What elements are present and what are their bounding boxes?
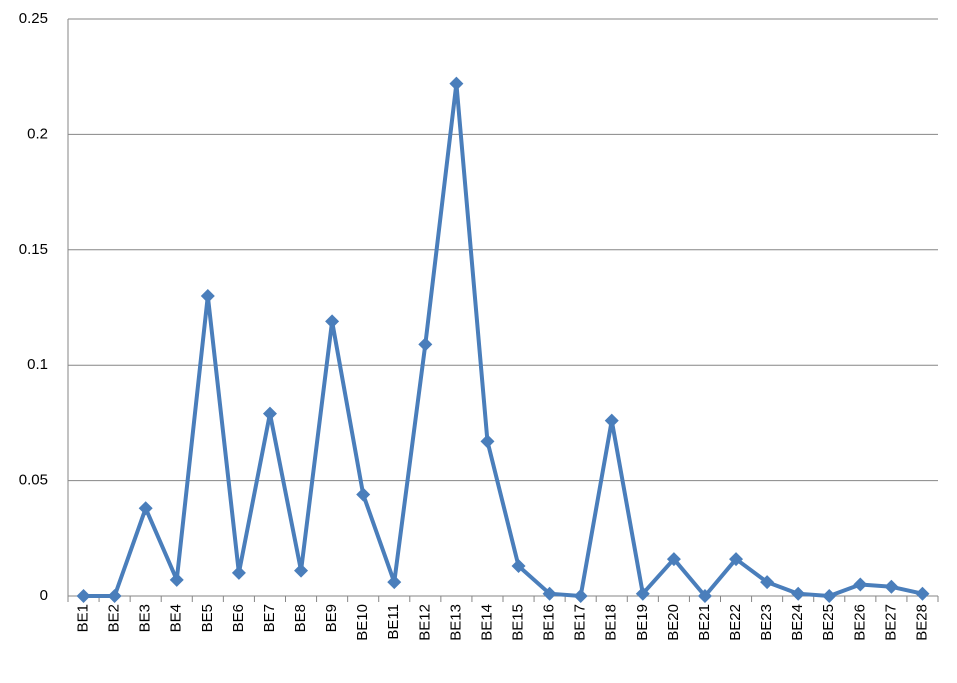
x-tick-label: BE9	[323, 604, 340, 632]
marker	[169, 572, 184, 587]
marker	[666, 552, 681, 567]
marker	[853, 577, 868, 592]
x-tick-label: BE6	[230, 604, 247, 632]
x-tick-label: BE2	[106, 604, 123, 632]
y-tick-label: 0.15	[19, 241, 48, 258]
marker	[387, 575, 402, 590]
x-tick-label: BE14	[478, 604, 495, 641]
x-tick-label: BE1	[75, 604, 92, 632]
marker	[760, 575, 775, 590]
x-tick-label: BE4	[168, 604, 185, 632]
x-tick-label: BE28	[913, 604, 930, 641]
y-tick-label: 0.1	[27, 356, 48, 373]
marker	[480, 434, 495, 449]
x-tick-label: BE11	[385, 604, 402, 640]
marker	[542, 586, 557, 601]
marker	[511, 558, 526, 573]
x-tick-label: BE23	[758, 604, 775, 641]
marker	[231, 565, 246, 580]
marker	[200, 288, 215, 303]
y-tick-label: 0	[40, 587, 48, 604]
marker	[822, 589, 837, 603]
x-tick-label: BE17	[572, 604, 589, 641]
marker	[262, 406, 277, 421]
marker	[294, 563, 309, 578]
marker	[729, 552, 744, 567]
x-tick-label: BE13	[447, 604, 464, 641]
y-tick-label: 0.2	[27, 125, 48, 142]
x-tick-label: BE15	[510, 604, 527, 641]
marker	[138, 501, 153, 516]
x-tick-label: BE25	[820, 604, 837, 641]
x-tick-label: BE24	[789, 604, 806, 641]
x-tick-label: BE8	[292, 604, 309, 632]
marker	[418, 337, 433, 352]
x-tick-label: BE19	[634, 604, 651, 641]
x-tick-label: BE18	[603, 604, 620, 641]
marker	[356, 487, 371, 502]
x-tick-label: BE20	[665, 604, 682, 641]
marker	[449, 76, 464, 91]
x-tick-label: BE22	[727, 604, 744, 641]
marker	[884, 579, 899, 594]
marker	[915, 586, 930, 601]
marker	[107, 589, 122, 603]
series-line	[83, 81, 923, 598]
x-tick-label: BE21	[696, 604, 713, 641]
marker	[791, 586, 806, 601]
marker	[635, 586, 650, 601]
y-tick-label: 0.05	[19, 472, 48, 489]
x-tick-label: BE26	[851, 604, 868, 641]
y-tick-label: 0.25	[19, 10, 48, 27]
marker	[697, 589, 712, 603]
x-tick-label: BE5	[199, 604, 216, 632]
marker	[76, 589, 91, 603]
x-tick-label: BE16	[541, 604, 558, 641]
marker	[325, 314, 340, 329]
marker	[604, 413, 619, 428]
marker	[573, 589, 588, 603]
x-tick-label: BE12	[416, 604, 433, 641]
x-tick-label: BE7	[261, 604, 278, 632]
x-tick-label: BE10	[354, 604, 371, 641]
x-tick-label: BE3	[137, 604, 154, 632]
x-tick-label: BE27	[882, 604, 899, 641]
